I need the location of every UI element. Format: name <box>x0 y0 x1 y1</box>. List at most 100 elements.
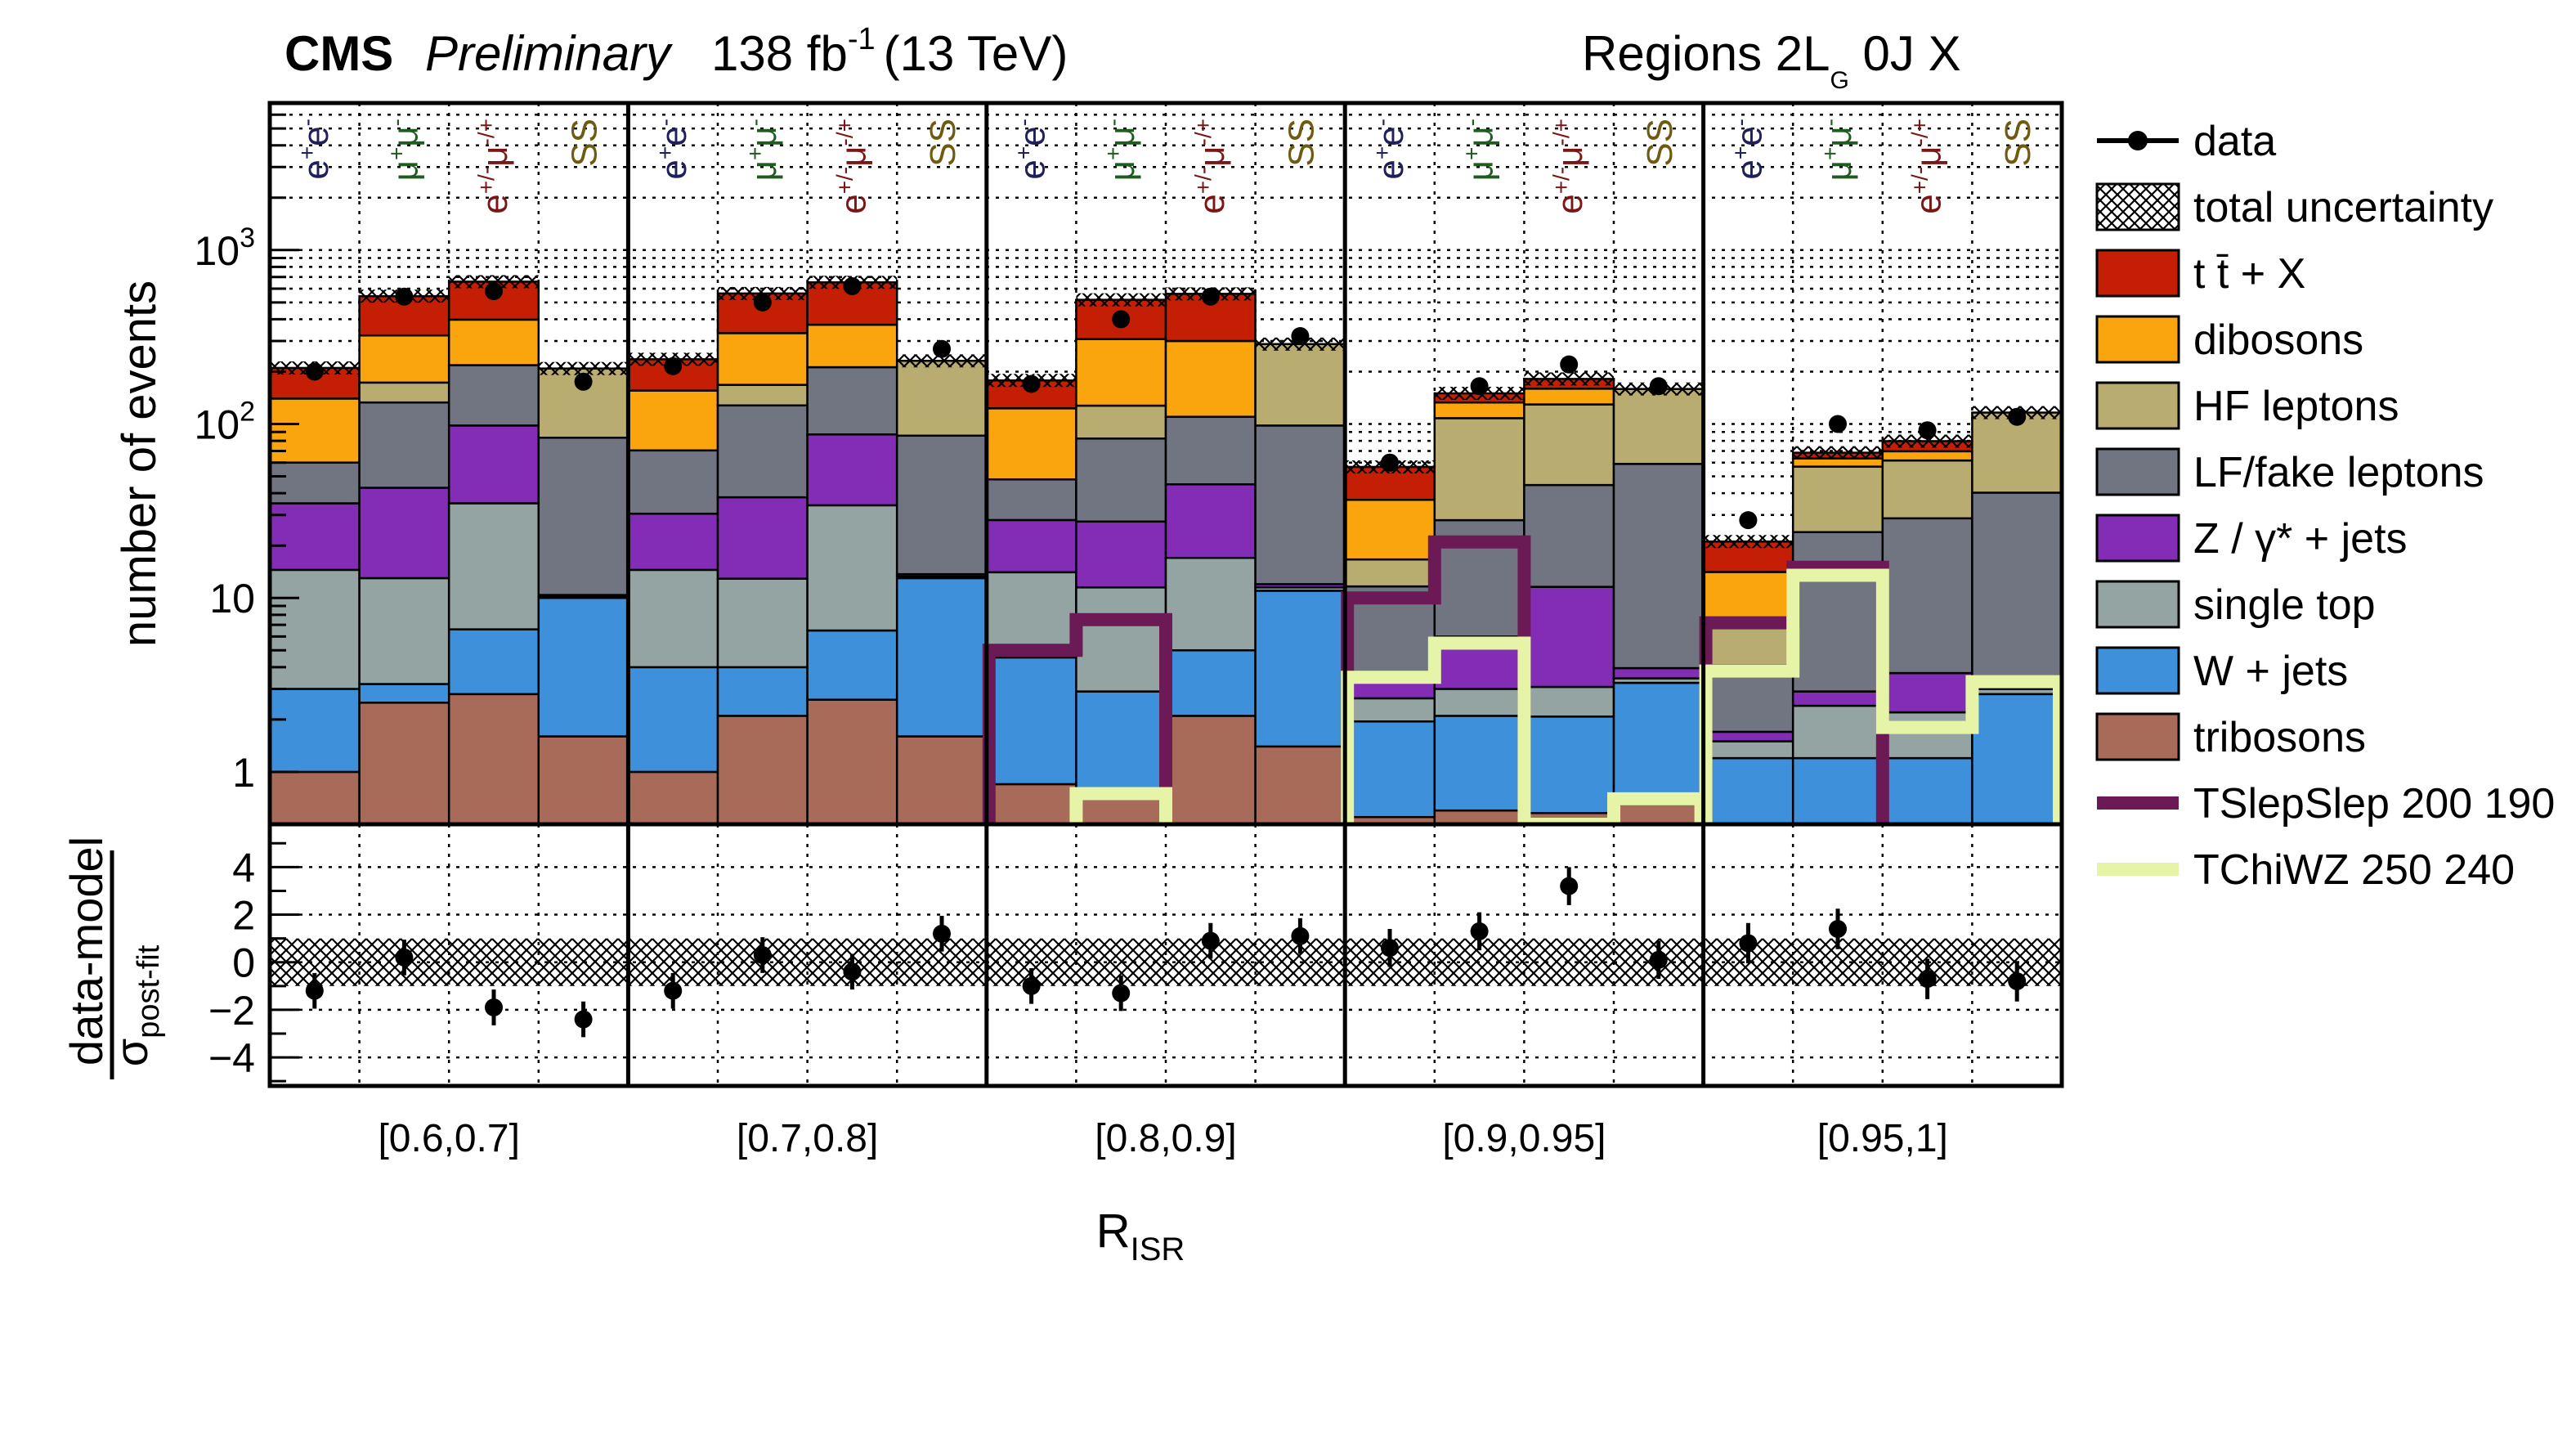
channel-label: e+/-μ-/+ <box>1548 119 1590 214</box>
stack-bar-lffake <box>806 366 898 436</box>
group-dividers <box>625 103 1706 824</box>
legend-label: t t̄ + X <box>2193 250 2305 298</box>
ratio-point <box>933 924 951 943</box>
data-point <box>485 282 503 301</box>
channel-label: e+/-μ-/+ <box>831 119 873 214</box>
stack-bar-hf <box>358 381 450 404</box>
stack-bar-singletop <box>716 577 809 669</box>
stack-bar-singletop <box>806 504 898 632</box>
stack-bar-zjets <box>627 512 719 572</box>
channel-label: e+e- <box>1369 119 1411 180</box>
channel-label: SS <box>1281 119 1321 167</box>
channel-labels: e+e-μ+μ-e+/-μ-/+ SS e+e-μ+μ-e+/-μ-/+ SS e+e-… <box>294 119 2038 214</box>
ratio-y-tick-label: 0 <box>232 940 255 986</box>
legend-item-sig2: TChiWZ 250 240 <box>2097 846 2515 894</box>
stack-bar-dibosons <box>985 407 1077 481</box>
stack-bar-tribosons <box>627 770 719 824</box>
stack-bar-wjets <box>1612 681 1705 806</box>
uncertainty-bin <box>1703 535 1794 549</box>
stack-bar-lffake <box>1971 491 2062 683</box>
stack-bar-hf <box>1612 388 1705 465</box>
stack-bar-tribosons <box>1164 715 1257 824</box>
stack-bar-zjets <box>447 424 540 505</box>
stack-bar-wjets <box>1164 649 1257 717</box>
stack-bar-wjets <box>627 666 719 774</box>
group-label: [0.9,0.95] <box>1442 1117 1606 1160</box>
uncertainty-bin <box>1793 446 1883 460</box>
signal-line-2 <box>1699 568 2062 824</box>
stack-bar-tribosons <box>537 735 629 824</box>
stack-bar-hf <box>1254 343 1346 427</box>
stack-bar-wjets <box>806 629 898 701</box>
channel-label: μ+μ- <box>1817 119 1859 181</box>
channel-label: SS <box>565 119 605 167</box>
ratio-point <box>305 981 324 1000</box>
y-tick-label: 1 <box>232 750 255 796</box>
data-point <box>1739 511 1758 530</box>
stack-bar-lffake <box>1881 517 1973 675</box>
channel-label: e+e- <box>1011 119 1053 180</box>
ratio-y-tick-label: 4 <box>232 845 255 890</box>
legend-label: TSlepSlep 200 190 <box>2193 780 2555 828</box>
legend-item-data: data <box>2097 118 2276 165</box>
stack-bar-zjets <box>1612 666 1705 680</box>
ratio-point <box>1022 976 1041 995</box>
legend-label: total uncertainty <box>2193 184 2493 231</box>
stack-bar-zjets <box>270 502 361 572</box>
lumi-label: 138 fb-1 (13 TeV) <box>711 22 1068 81</box>
stack-bar-hf <box>1433 417 1525 522</box>
legend-data-marker <box>2128 131 2148 150</box>
stack-bar-zjets <box>985 518 1077 574</box>
ratio-point <box>1560 877 1579 895</box>
stack-bar-lffake <box>537 437 629 596</box>
channel-label: μ+μ- <box>1100 119 1142 181</box>
legend-label: TChiWZ 250 240 <box>2193 846 2515 894</box>
data-point <box>1829 415 1847 433</box>
uncertainty-bin <box>1524 372 1614 386</box>
main-y-axis: 1 10 102 103 <box>194 101 299 796</box>
legend-label: dibosons <box>2193 316 2363 364</box>
ratio-points <box>305 867 2027 1038</box>
stack-bar-lffake <box>627 449 719 515</box>
stack-bar-wjets <box>895 576 988 738</box>
stack-bar-wjets <box>537 596 629 738</box>
stack-bar-zjets <box>1791 690 1884 707</box>
y-tick-label: 102 <box>194 397 255 448</box>
legend-swatch <box>2095 315 2180 364</box>
stack-bar-wjets <box>447 628 540 696</box>
stack-bar-tribosons <box>358 702 450 824</box>
legend-swatch <box>2095 712 2180 761</box>
stack-bar-singletop <box>1343 697 1436 723</box>
stack-bar-wjets <box>1254 590 1346 748</box>
y-tick-label: 10 <box>209 576 255 621</box>
legend-label: data <box>2193 118 2276 165</box>
data-point <box>1291 327 1310 346</box>
stack-bar-dibosons <box>1881 450 1973 462</box>
data-point <box>2008 407 2027 426</box>
stack-bar-wjets <box>1433 715 1525 812</box>
legend-label: W + jets <box>2193 648 2348 695</box>
channel-label: e+/-μ-/+ <box>473 119 515 214</box>
legend-item-unc: total uncertainty <box>2095 182 2493 231</box>
stack-bar-wjets <box>1702 756 1794 824</box>
main-panel: e+e-μ+μ-e+/-μ-/+ SS e+e-μ+μ-e+/-μ-/+ SS e+e-… <box>113 101 2064 827</box>
data-point <box>395 287 414 306</box>
stack-bar-lffake <box>895 434 988 576</box>
stack-bar-lffake <box>1523 483 1615 588</box>
stack-bar-wjets <box>716 666 809 717</box>
stack-bar-zjets <box>1164 483 1257 559</box>
legend-item-zjets: Z / γ* + jets <box>2095 514 2408 563</box>
signal-line-1 <box>1341 535 1531 824</box>
ratio-point <box>1291 926 1310 945</box>
stack-bar-tribosons <box>985 783 1077 824</box>
data-point <box>305 362 324 381</box>
ratio-point <box>2008 972 2027 990</box>
group-label: [0.7,0.8] <box>737 1117 878 1160</box>
uncertainty-bin <box>1882 434 1973 448</box>
stack-bar-singletop <box>627 568 719 669</box>
stack-bar-dibosons <box>1075 338 1167 407</box>
stack-bar-wjets <box>270 688 361 774</box>
ratio-point <box>574 1010 593 1029</box>
ratio-point <box>1649 950 1668 969</box>
data-point <box>574 372 593 391</box>
